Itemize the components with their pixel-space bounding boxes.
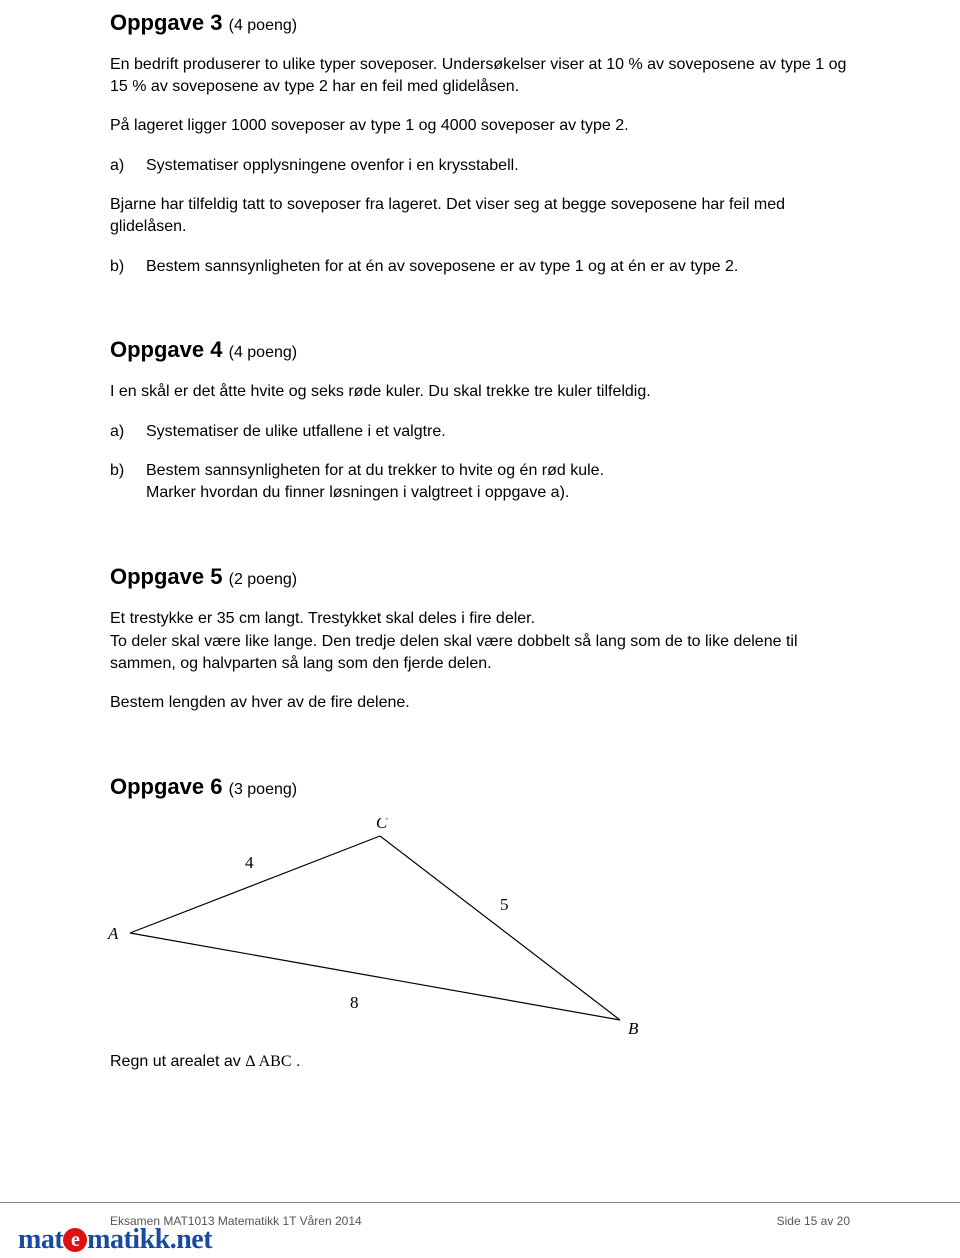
task-3-intro-2: På lageret ligger 1000 soveposer av type…	[110, 115, 850, 137]
task-4-a-label: a)	[110, 421, 146, 443]
task-4-title-text: Oppgave 4	[110, 337, 222, 362]
task-5-points: (2 poeng)	[229, 571, 298, 588]
svg-text:5: 5	[500, 895, 509, 914]
page-footer: Eksamen MAT1013 Matematikk 1T Våren 2014…	[110, 1214, 850, 1228]
area-prefix: Regn ut arealet av	[110, 1053, 245, 1070]
site-logo: matematikk.net	[18, 1224, 212, 1256]
task-4-title: Oppgave 4 (4 poeng)	[110, 337, 850, 363]
task-3-a: a) Systematiser opplysningene ovenfor i …	[110, 155, 850, 177]
task-3-intro-1: En bedrift produserer to ulike typer sov…	[110, 54, 850, 97]
svg-text:B: B	[628, 1019, 639, 1038]
task-3-b-text: Bestem sannsynligheten for at én av sove…	[146, 256, 850, 278]
task-3-title: Oppgave 3 (4 poeng)	[110, 10, 850, 36]
task-4-b-label: b)	[110, 460, 146, 503]
task-5: Oppgave 5 (2 poeng) Et trestykke er 35 c…	[110, 564, 850, 714]
task-6: Oppgave 6 (3 poeng) 4 5 8 A C B Regn ut areal…	[110, 774, 850, 1071]
area-triangle-symbol: Δ ABC	[245, 1053, 291, 1070]
logo-part2: matikk	[87, 1224, 170, 1255]
task-6-area-line: Regn ut arealet av Δ ABC .	[110, 1053, 850, 1071]
task-6-title-text: Oppgave 6	[110, 774, 222, 799]
task-4-a: a) Systematiser de ulike utfallene i et …	[110, 421, 850, 443]
task-6-points: (3 poeng)	[229, 781, 298, 798]
task-5-p1: Et trestykke er 35 cm langt. Trestykket …	[110, 608, 850, 630]
svg-text:C: C	[376, 818, 388, 832]
triangle-diagram: 4 5 8 A C B	[100, 818, 850, 1043]
task-3-a-label: a)	[110, 155, 146, 177]
task-4-intro: I en skål er det åtte hvite og seks røde…	[110, 381, 850, 403]
svg-text:4: 4	[245, 853, 254, 872]
task-4-b-text: Bestem sannsynligheten for at du trekker…	[146, 460, 850, 503]
page: Oppgave 3 (4 poeng) En bedrift produsere…	[0, 0, 960, 1258]
task-5-title: Oppgave 5 (2 poeng)	[110, 564, 850, 590]
logo-part1: mat	[18, 1224, 63, 1255]
task-3-a-text: Systematiser opplysningene ovenfor i en …	[146, 155, 850, 177]
task-6-title: Oppgave 6 (3 poeng)	[110, 774, 850, 800]
task-3-b-label: b)	[110, 256, 146, 278]
logo-net: net	[176, 1224, 212, 1255]
footer-right: Side 15 av 20	[777, 1214, 850, 1228]
task-3-points: (4 poeng)	[229, 17, 298, 34]
task-4-b: b) Bestem sannsynligheten for at du trek…	[110, 460, 850, 503]
footer-rule	[0, 1202, 960, 1203]
task-4-b-line2: Marker hvordan du finner løsningen i val…	[146, 484, 569, 501]
svg-text:8: 8	[350, 993, 359, 1012]
task-3-b: b) Bestem sannsynligheten for at én av s…	[110, 256, 850, 278]
task-4-a-text: Systematiser de ulike utfallene i et val…	[146, 421, 850, 443]
triangle-svg: 4 5 8 A C B	[100, 818, 640, 1038]
svg-text:A: A	[107, 924, 119, 943]
task-4: Oppgave 4 (4 poeng) I en skål er det ått…	[110, 337, 850, 503]
task-5-p2: To deler skal være like lange. Den tredj…	[110, 631, 850, 674]
area-suffix: .	[296, 1053, 300, 1070]
task-3-mid: Bjarne har tilfeldig tatt to soveposer f…	[110, 194, 850, 237]
task-5-title-text: Oppgave 5	[110, 564, 222, 589]
task-3: Oppgave 3 (4 poeng) En bedrift produsere…	[110, 10, 850, 277]
logo-e-icon: e	[63, 1228, 87, 1252]
task-4-b-line1: Bestem sannsynligheten for at du trekker…	[146, 462, 604, 479]
task-4-points: (4 poeng)	[229, 344, 298, 361]
task-5-p3: Bestem lengden av hver av de fire delene…	[110, 692, 850, 714]
task-3-title-text: Oppgave 3	[110, 10, 222, 35]
